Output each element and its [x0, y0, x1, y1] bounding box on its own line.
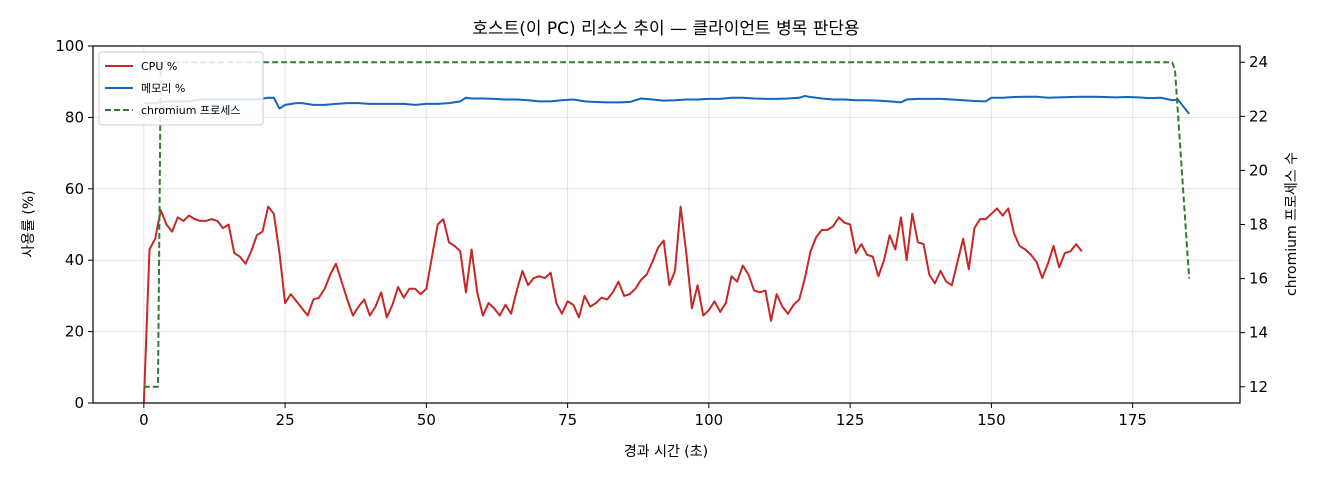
- series-line-2: [143, 61, 1191, 388]
- legend-label: CPU %: [141, 60, 177, 73]
- y-tick-label: 60: [65, 180, 84, 198]
- legend-box: [98, 51, 264, 126]
- y-tick-label: 20: [65, 323, 84, 341]
- y2-tick-label: 20: [1249, 161, 1268, 179]
- y2-tick-label: 22: [1249, 107, 1268, 125]
- y2-tick-label: 14: [1249, 324, 1268, 342]
- y-tick-label: 40: [65, 251, 84, 269]
- y-axis-label: 사용률 (%): [21, 190, 37, 257]
- x-axis-label: 경과 시간 (초): [624, 444, 708, 460]
- x-tick-label: 125: [836, 411, 865, 429]
- x-tick-label: 175: [1118, 411, 1147, 429]
- x-tick-label: 25: [276, 411, 295, 429]
- y-tick-label: 80: [65, 108, 84, 126]
- x-tick-label: 0: [139, 411, 149, 429]
- x-axis: 0 25 50 75 100 125 150 175: [139, 403, 1147, 429]
- series-line-0: [142, 205, 1083, 404]
- y2-axis-label: chromium 프로세스 수: [1284, 152, 1300, 296]
- y-tick-label: 100: [55, 37, 84, 55]
- y2-tick-label: 18: [1249, 216, 1268, 234]
- y2-tick-label: 24: [1249, 53, 1268, 71]
- legend: CPU % 메모리 % chromium 프로세스: [98, 51, 264, 126]
- x-tick-label: 100: [695, 411, 724, 429]
- legend-label: 메모리 %: [141, 82, 185, 95]
- chart-title-text: 호스트(이 PC) 리소스 추이 — 클라이언트 병목 판단용: [472, 19, 859, 39]
- x-tick-label: 150: [977, 411, 1006, 429]
- x-tick-label: 75: [558, 411, 577, 429]
- y2-tick-label: 16: [1249, 270, 1268, 288]
- x-tick-label: 50: [417, 411, 436, 429]
- y-axis-right: 12 14 16 18 20 22 24: [1240, 53, 1268, 396]
- series-line-1: [143, 94, 1190, 115]
- y-axis-left: 0 20 40 60 80 100: [55, 37, 93, 412]
- legend-label: chromium 프로세스: [141, 104, 240, 117]
- series-layer: [142, 61, 1191, 404]
- y2-tick-label: 12: [1249, 378, 1268, 396]
- chart-title: 호스트(이 PC) 리소스 추이 — 클라이언트 병목 판단용: [472, 19, 859, 39]
- y-tick-label: 0: [74, 394, 84, 412]
